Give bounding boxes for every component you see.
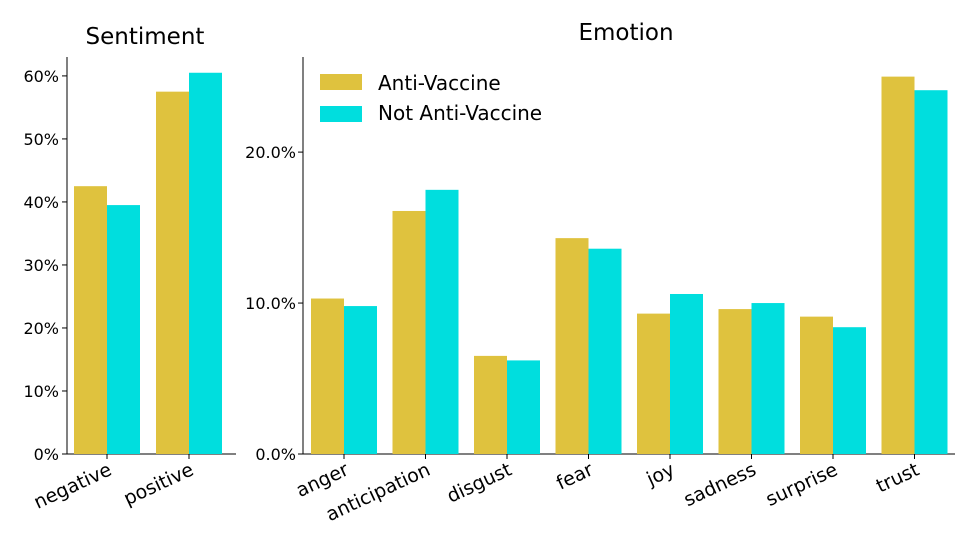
sentiment-bar-positive-anti-vaccine [156,91,189,455]
emotion-ytick-label: 10.0% [245,294,296,313]
emotion-bar-disgust-not-anti-vaccine [507,360,540,454]
legend-swatch-anti-vaccine [320,74,362,90]
emotion-ytick-label: 0.0% [255,445,296,464]
sentiment-bar-negative-not-anti-vaccine [107,205,140,454]
sentiment-bar-negative-anti-vaccine [74,186,107,454]
legend-swatch-not-anti-vaccine [320,106,362,122]
sentiment-ytick-label: 60% [23,67,59,86]
sentiment-ytick-label: 30% [23,256,59,275]
emotion-xtick-label-sadness: sadness [680,459,759,512]
sentiment-ytick-label: 10% [23,382,59,401]
emotion-bar-sadness-anti-vaccine [718,309,752,454]
emotion-bar-sadness-not-anti-vaccine [751,303,785,454]
chart-marks: 0% 10% 20% 30% 40% 50% 60% negative positive 0.0%… [23,67,948,526]
emotion-title: Emotion [578,20,673,46]
emotion-bar-disgust-anti-vaccine [474,355,507,454]
emotion-bar-joy-not-anti-vaccine [670,293,703,454]
legend: Anti-Vaccine Not Anti-Vaccine [320,71,542,125]
emotion-bar-surprise-anti-vaccine [800,316,833,454]
emotion-bar-anticipation-not-anti-vaccine [425,189,459,455]
emotion-bar-joy-anti-vaccine [637,313,670,454]
emotion-xtick-label-joy: joy [642,459,678,491]
emotion-ytick-label: 20.0% [245,143,296,162]
sentiment-ytick-label: 40% [23,193,59,212]
sentiment-ytick-label: 20% [23,319,59,338]
sentiment-ytick-label: 0% [34,445,59,464]
legend-label-not-anti-vaccine: Not Anti-Vaccine [378,101,542,125]
emotion-bar-trust-not-anti-vaccine [914,90,948,455]
emotion-bar-surprise-not-anti-vaccine [833,327,866,454]
emotion-bar-anticipation-anti-vaccine [392,210,426,454]
emotion-xtick-label-trust: trust [873,459,923,498]
emotion-bar-fear-not-anti-vaccine [588,248,622,454]
emotion-xtick-label-surprise: surprise [762,459,841,511]
emotion-xtick-label-disgust: disgust [444,459,516,508]
emotion-bar-trust-anti-vaccine [881,76,915,455]
emotion-bar-anger-not-anti-vaccine [344,306,377,454]
emotion-bar-anger-anti-vaccine [311,298,344,454]
sentiment-xtick-label-positive: positive [120,459,197,510]
legend-label-anti-vaccine: Anti-Vaccine [378,71,501,95]
sentiment-ytick-label: 50% [23,130,59,149]
emotion-xtick-label-fear: fear [553,459,597,495]
sentiment-title: Sentiment [86,24,205,50]
emotion-bar-fear-anti-vaccine [555,238,589,454]
sentiment-xtick-label-negative: negative [30,459,115,514]
sentiment-bar-positive-not-anti-vaccine [189,72,222,454]
